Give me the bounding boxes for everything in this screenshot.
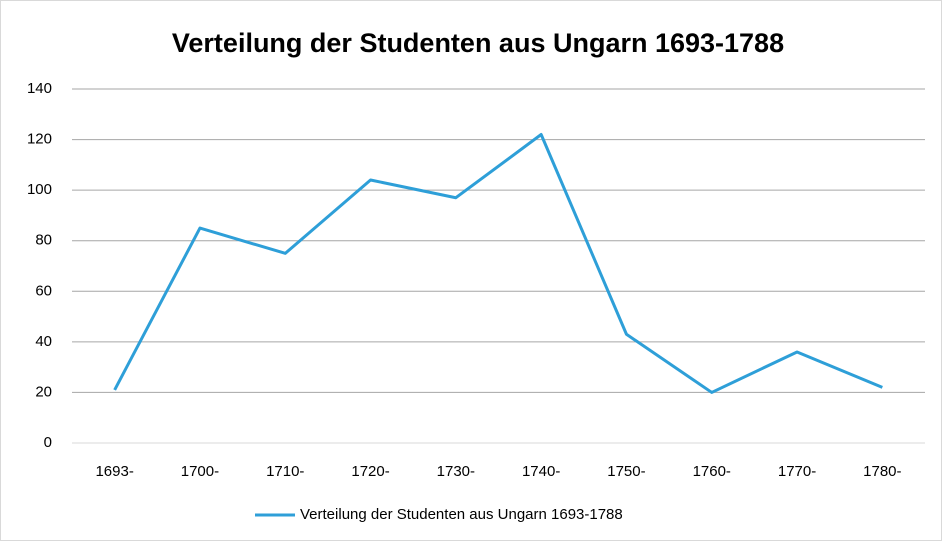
y-tick-label: 120: [27, 131, 52, 148]
x-tick-label: 1780-: [863, 463, 901, 480]
y-tick-label: 100: [27, 181, 52, 198]
y-tick-label: 60: [35, 282, 52, 299]
legend-label: Verteilung der Studenten aus Ungarn 1693…: [300, 506, 623, 523]
x-tick-label: 1750-: [607, 463, 645, 480]
x-tick-label: 1720-: [351, 463, 389, 480]
chart-title: Verteilung der Studenten aus Ungarn 1693…: [172, 28, 784, 58]
y-tick-label: 0: [44, 434, 52, 451]
y-tick-label: 40: [35, 333, 52, 350]
x-tick-label: 1730-: [437, 463, 475, 480]
data-line: [113, 133, 883, 394]
y-tick-label: 20: [35, 383, 52, 400]
x-tick-label: 1760-: [693, 463, 731, 480]
y-tick-label: 80: [35, 232, 52, 249]
x-tick-label: 1770-: [778, 463, 816, 480]
x-tick-label: 1700-: [181, 463, 219, 480]
y-tick-label: 140: [27, 80, 52, 97]
x-tick-label: 1693-: [95, 463, 133, 480]
x-tick-label: 1710-: [266, 463, 304, 480]
x-tick-label: 1740-: [522, 463, 560, 480]
